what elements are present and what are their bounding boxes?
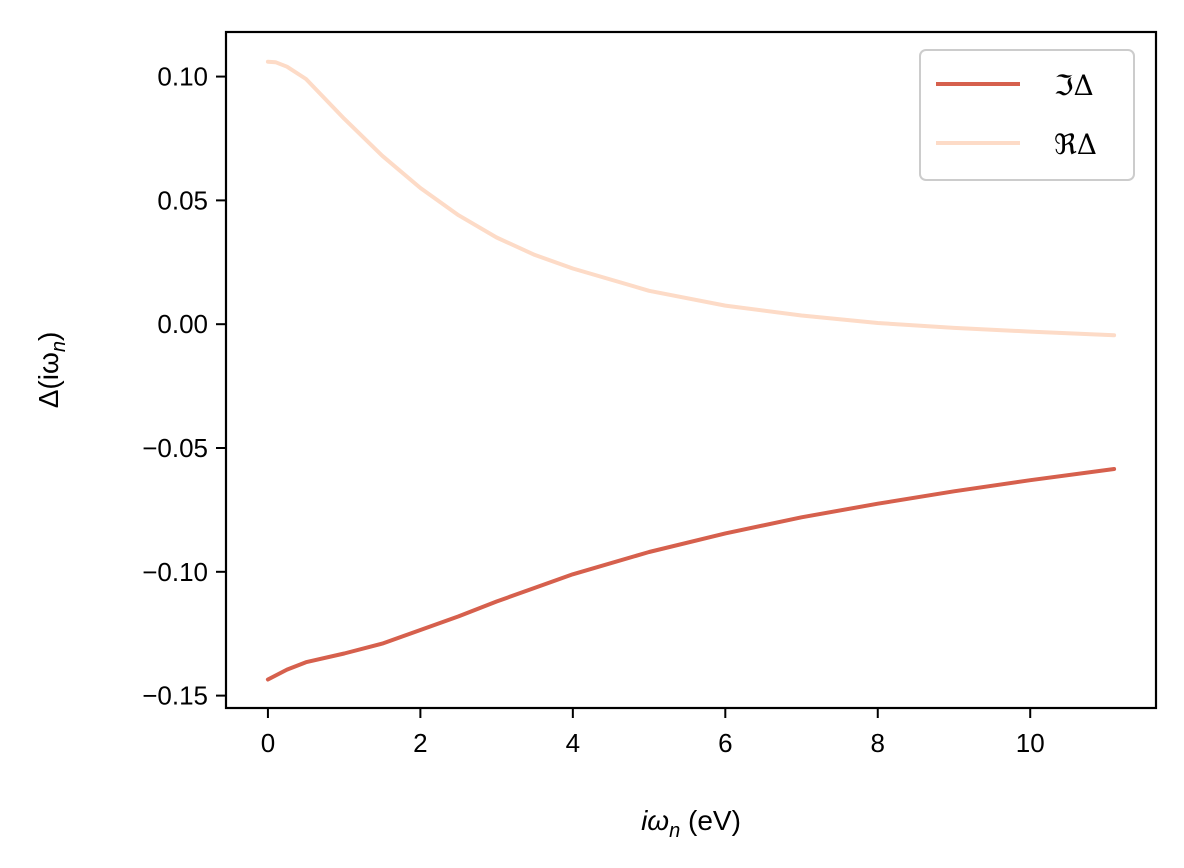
y-tick-label: −0.15 <box>142 681 208 711</box>
y-axis-label-subscript: n <box>48 341 70 352</box>
plot-lines <box>265 59 1117 682</box>
x-tick-label: 0 <box>261 728 275 758</box>
x-axis-label-subscript: n <box>669 820 680 842</box>
y-tick-label: 0.00 <box>157 309 208 339</box>
x-axis-label-main: iω <box>641 805 669 836</box>
x-axis-ticks: 0 2 4 6 8 10 <box>261 708 1045 758</box>
y-axis-label-close: ) <box>33 332 64 341</box>
series-line-1 <box>265 59 1117 338</box>
plot-frame <box>224 30 1158 710</box>
x-axis-label-unit: (eV) <box>680 805 741 836</box>
x-tick-label: 4 <box>566 728 580 758</box>
x-tick-label: 10 <box>1016 728 1045 758</box>
legend-label-re: ℜΔ <box>1054 128 1097 161</box>
x-tick-label: 2 <box>413 728 427 758</box>
x-tick-label: 6 <box>718 728 732 758</box>
y-axis-label: Δ(iωn) <box>33 332 70 409</box>
y-axis-label-main: Δ(iω <box>33 352 64 408</box>
x-axis-label: iωn (eV) <box>641 805 741 842</box>
y-tick-label: 0.10 <box>157 62 208 92</box>
y-tick-label: 0.05 <box>157 185 208 215</box>
y-tick-label: −0.10 <box>142 557 208 587</box>
y-axis-ticks: 0.10 0.05 0.00 −0.05 −0.10 −0.15 <box>142 62 226 711</box>
series-line-0 <box>265 467 1117 682</box>
legend: ℑΔ ℜΔ <box>919 49 1135 181</box>
y-tick-label: −0.05 <box>142 433 208 463</box>
x-tick-label: 8 <box>871 728 885 758</box>
legend-label-im: ℑΔ <box>1054 69 1094 102</box>
legend-frame <box>919 49 1135 181</box>
